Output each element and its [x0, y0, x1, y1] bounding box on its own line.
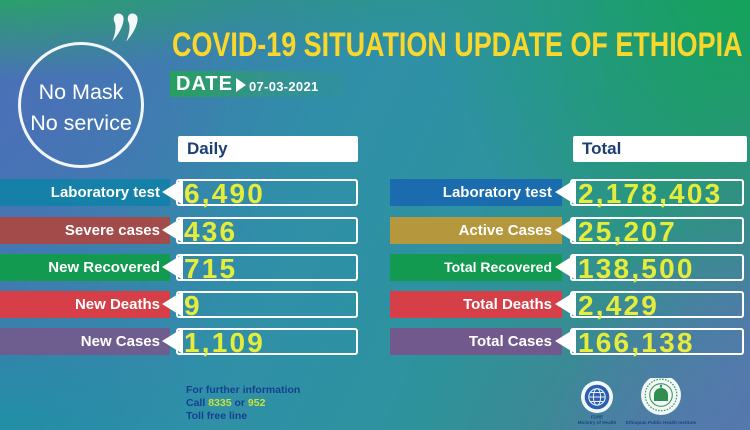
svg-text:Ministry of Health: Ministry of Health — [578, 420, 617, 425]
svg-text:FDRE: FDRE — [591, 415, 604, 420]
svg-text:Ethiopian Public Health Instit: Ethiopian Public Health Institute — [626, 420, 697, 425]
